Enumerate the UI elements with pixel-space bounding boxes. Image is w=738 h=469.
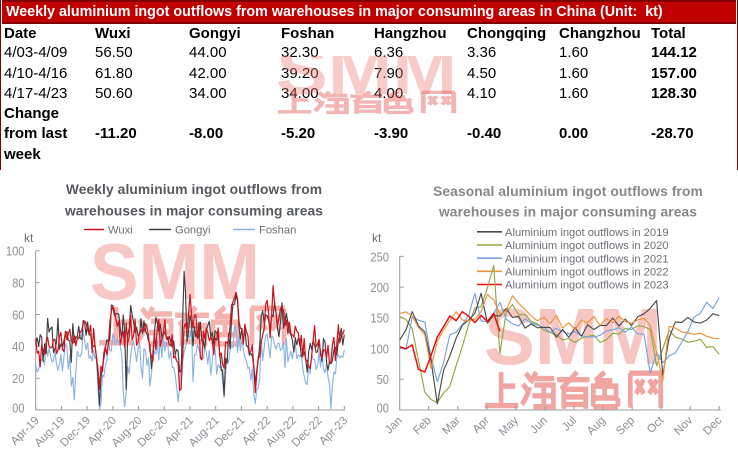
svg-text:Aug: Aug — [584, 414, 608, 438]
svg-text:Aluminium ingot outflows in 20: Aluminium ingot outflows in 2020 — [505, 240, 669, 252]
svg-text:Sep: Sep — [613, 414, 637, 438]
svg-text:200: 200 — [370, 280, 389, 295]
svg-text:Apr: Apr — [470, 414, 492, 436]
svg-text:Aluminium ingot outflows in 20: Aluminium ingot outflows in 2021 — [505, 253, 669, 265]
svg-text:Aluminium ingot outflows in 20: Aluminium ingot outflows in 2022 — [505, 266, 669, 278]
svg-text:Gongyi: Gongyi — [175, 225, 210, 237]
svg-text:00: 00 — [377, 401, 389, 416]
svg-text:Dec: Dec — [701, 414, 725, 438]
svg-text:50: 50 — [377, 372, 389, 387]
svg-text:60: 60 — [12, 307, 24, 322]
svg-text:May: May — [496, 414, 521, 439]
svg-text:80: 80 — [12, 276, 24, 291]
svg-text:warehouses in major consuming: warehouses in major consuming areas — [64, 204, 323, 219]
svg-text:Jul: Jul — [559, 414, 579, 434]
svg-text:Wuxi: Wuxi — [108, 225, 133, 237]
svg-text:Oct: Oct — [644, 413, 666, 435]
svg-text:150: 150 — [370, 311, 389, 326]
svg-text:kt: kt — [24, 231, 34, 245]
svg-text:kt: kt — [372, 231, 382, 245]
svg-text:Foshan: Foshan — [259, 225, 296, 237]
svg-text:Mar: Mar — [440, 414, 463, 437]
svg-text:40: 40 — [12, 339, 24, 354]
svg-text:Aluminium ingot outflows in 20: Aluminium ingot outflows in 2023 — [505, 280, 669, 292]
svg-text:Aluminium ingot outflows in 20: Aluminium ingot outflows in 2019 — [505, 227, 669, 239]
svg-text:warehouses in major consuming: warehouses in major consuming areas — [438, 205, 697, 220]
svg-text:Seasonal aluminium ingot outfl: Seasonal aluminium ingot outflows from — [433, 184, 703, 199]
svg-text:Jun: Jun — [528, 414, 550, 436]
svg-text:Jan: Jan — [382, 414, 404, 436]
svg-text:250: 250 — [370, 249, 389, 264]
svg-text:Weekly aluminium ingot outflow: Weekly aluminium ingot outflows from — [66, 182, 322, 197]
svg-text:00: 00 — [12, 401, 24, 416]
svg-text:100: 100 — [6, 244, 25, 259]
svg-text:20: 20 — [12, 371, 24, 386]
svg-text:100: 100 — [370, 342, 389, 357]
svg-text:SMM: SMM — [276, 33, 457, 109]
svg-text:Feb: Feb — [410, 414, 433, 437]
svg-text:Nov: Nov — [672, 414, 696, 438]
svg-text:Apr-23: Apr-23 — [317, 414, 351, 448]
